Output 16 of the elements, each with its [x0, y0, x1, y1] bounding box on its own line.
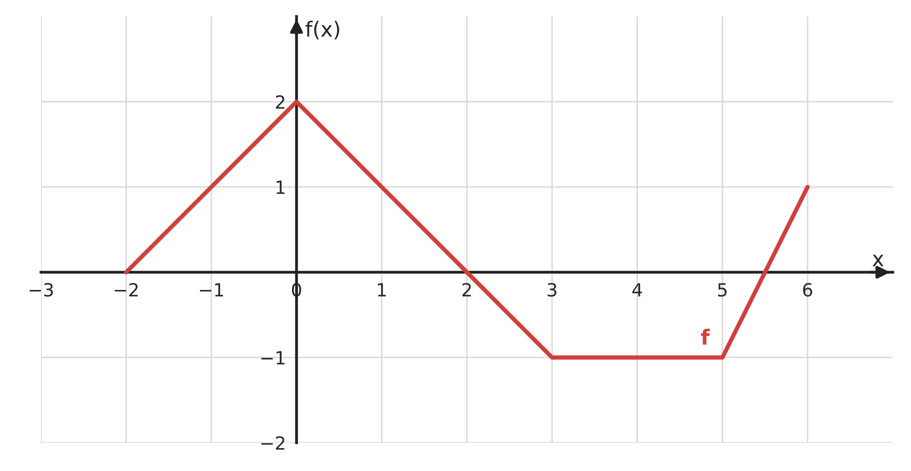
series-label: f — [700, 328, 710, 345]
y-tick-label: −1 — [261, 351, 284, 364]
x-tick-label: 4 — [632, 283, 642, 296]
x-tick-label: 1 — [378, 283, 386, 296]
x-axis-title: x — [872, 254, 884, 266]
y-axis-title: f(x) — [306, 20, 340, 40]
x-tick-label: 2 — [462, 282, 471, 296]
x-tick-label: −1 — [200, 283, 223, 296]
y-tick-label: 1 — [276, 180, 284, 194]
x-tick-label: 5 — [718, 283, 727, 297]
x-tick-label: 3 — [548, 282, 556, 297]
y-tick-label: 2 — [276, 95, 284, 109]
x-tick-label: −2 — [114, 282, 138, 296]
x-tick-label: −3 — [30, 282, 53, 297]
y-tick-label: −2 — [261, 436, 284, 450]
x-tick-label: 6 — [803, 282, 812, 297]
